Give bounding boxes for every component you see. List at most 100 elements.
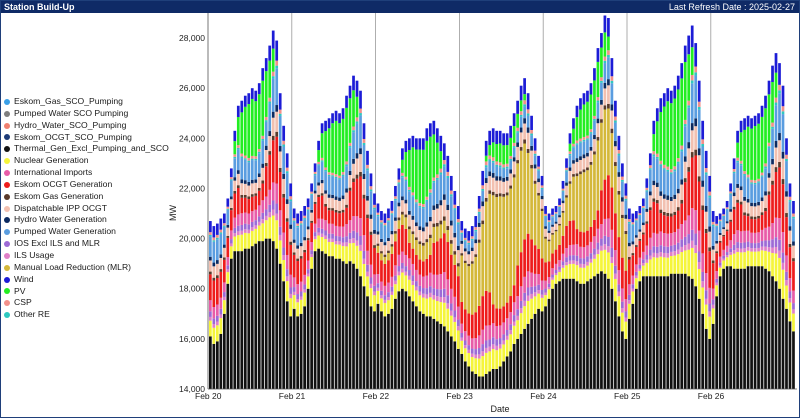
bar-segment bbox=[498, 366, 502, 389]
bar-segment bbox=[376, 274, 380, 284]
bar-segment bbox=[320, 183, 324, 194]
legend-item[interactable]: Dispatchable IPP OCGT bbox=[4, 203, 174, 215]
bar-segment bbox=[614, 250, 617, 266]
bar-segment bbox=[551, 268, 554, 275]
bar-segment bbox=[306, 209, 310, 211]
bar-segment bbox=[380, 211, 383, 221]
bar-segment bbox=[596, 97, 600, 101]
bar-segment bbox=[739, 248, 743, 253]
bar-segment bbox=[359, 90, 362, 109]
bar-segment bbox=[348, 142, 352, 147]
bar-segment bbox=[781, 184, 785, 233]
legend-item[interactable]: Eskom_Gas_SCO_Pumping bbox=[4, 96, 174, 108]
bar-segment bbox=[537, 273, 540, 285]
legend-item[interactable]: ILS Usage bbox=[4, 250, 174, 262]
bar-segment bbox=[641, 208, 645, 223]
bar-segment bbox=[690, 80, 694, 84]
legend-item[interactable]: Eskom Gas Generation bbox=[4, 191, 174, 203]
bar-segment bbox=[355, 216, 359, 233]
bar-segment bbox=[278, 172, 282, 211]
bar-segment bbox=[694, 72, 698, 76]
bar-segment bbox=[575, 173, 579, 177]
bar-segment bbox=[488, 190, 492, 194]
bar-segment bbox=[659, 98, 663, 113]
bar-segment bbox=[355, 240, 359, 246]
bar-segment bbox=[502, 145, 506, 165]
bar-segment bbox=[757, 251, 760, 267]
y-tick-label: 18,000 bbox=[179, 284, 205, 294]
bar-segment bbox=[498, 143, 502, 163]
bar-segment bbox=[243, 248, 247, 389]
bar-segment bbox=[313, 251, 317, 389]
bar-segment bbox=[415, 306, 418, 389]
bar-segment bbox=[505, 195, 509, 303]
bar-segment bbox=[732, 173, 736, 193]
bar-segment bbox=[792, 303, 795, 310]
bar-segment bbox=[467, 244, 471, 252]
bar-segment bbox=[736, 160, 739, 163]
bar-segment bbox=[547, 230, 551, 233]
bar-segment bbox=[683, 156, 687, 162]
bar-segment bbox=[460, 232, 464, 234]
bar-segment bbox=[628, 242, 631, 247]
legend-item[interactable]: Nuclear Generation bbox=[4, 155, 174, 167]
legend-item[interactable]: CSP bbox=[4, 297, 174, 309]
bar-segment bbox=[331, 233, 334, 239]
legend-swatch bbox=[4, 134, 10, 141]
legend-item[interactable]: Pumped Water SCO Pumping bbox=[4, 108, 174, 120]
legend-item[interactable]: Hydro Water Generation bbox=[4, 214, 174, 226]
bar-segment bbox=[247, 104, 251, 158]
bar-segment bbox=[659, 231, 663, 246]
legend-item[interactable]: International Imports bbox=[4, 167, 174, 179]
legend-item[interactable]: Eskom_OCGT_SCO_Pumping bbox=[4, 132, 174, 144]
bar-segment bbox=[607, 218, 610, 237]
bar-segment bbox=[285, 153, 289, 168]
bar-segment bbox=[687, 167, 691, 172]
bar-segment bbox=[282, 247, 286, 256]
bar-segment bbox=[753, 266, 757, 389]
legend-item[interactable]: Other RE bbox=[4, 309, 174, 321]
legend-item[interactable]: Thermal_Gen_Excl_Pumping_and_SCO bbox=[4, 143, 174, 155]
bar-segment bbox=[435, 226, 439, 242]
bar-segment bbox=[383, 222, 387, 226]
legend-item[interactable]: Wind bbox=[4, 274, 174, 286]
bar-segment bbox=[282, 140, 286, 145]
bar-segment bbox=[729, 209, 732, 212]
bar-segment bbox=[530, 293, 533, 299]
legend-item[interactable]: Eskom OCGT Generation bbox=[4, 179, 174, 191]
bar-segment bbox=[247, 213, 251, 225]
bar-segment bbox=[404, 271, 408, 276]
bar-segment bbox=[722, 249, 725, 256]
legend-item[interactable]: Hydro_Water_SCO_Pumping bbox=[4, 120, 174, 132]
bar-segment bbox=[446, 303, 450, 309]
bar-segment bbox=[582, 283, 586, 389]
bar-segment bbox=[743, 215, 746, 231]
bar-segment bbox=[348, 147, 352, 171]
bar-segment bbox=[551, 288, 554, 389]
legend-item[interactable]: Pumped Water Generation bbox=[4, 226, 174, 238]
bar-segment bbox=[278, 210, 282, 227]
bar-segment bbox=[530, 286, 533, 294]
bar-segment bbox=[669, 196, 673, 201]
legend-item[interactable]: IOS Excl ILS and MLR bbox=[4, 238, 174, 250]
bar-segment bbox=[411, 215, 415, 220]
bar-segment bbox=[645, 211, 649, 222]
bar-segment bbox=[631, 253, 635, 256]
bar-segment bbox=[579, 267, 582, 284]
bar-segment bbox=[240, 194, 244, 198]
bar-segment bbox=[425, 222, 429, 227]
bar-segment bbox=[488, 171, 492, 177]
bar-segment bbox=[739, 231, 743, 243]
bar-segment bbox=[338, 258, 341, 389]
bar-segment bbox=[296, 302, 300, 317]
bar-segment bbox=[614, 165, 617, 214]
bar-segment bbox=[261, 68, 265, 81]
bar-segment bbox=[711, 260, 715, 264]
bar-segment bbox=[725, 221, 729, 224]
bar-segment bbox=[233, 251, 237, 389]
bar-segment bbox=[621, 214, 624, 219]
legend-item[interactable]: PV bbox=[4, 286, 174, 298]
legend-item[interactable]: Manual Load Reduction (MLR) bbox=[4, 262, 174, 274]
bar-segment bbox=[310, 254, 313, 258]
bar-segment bbox=[652, 180, 656, 186]
